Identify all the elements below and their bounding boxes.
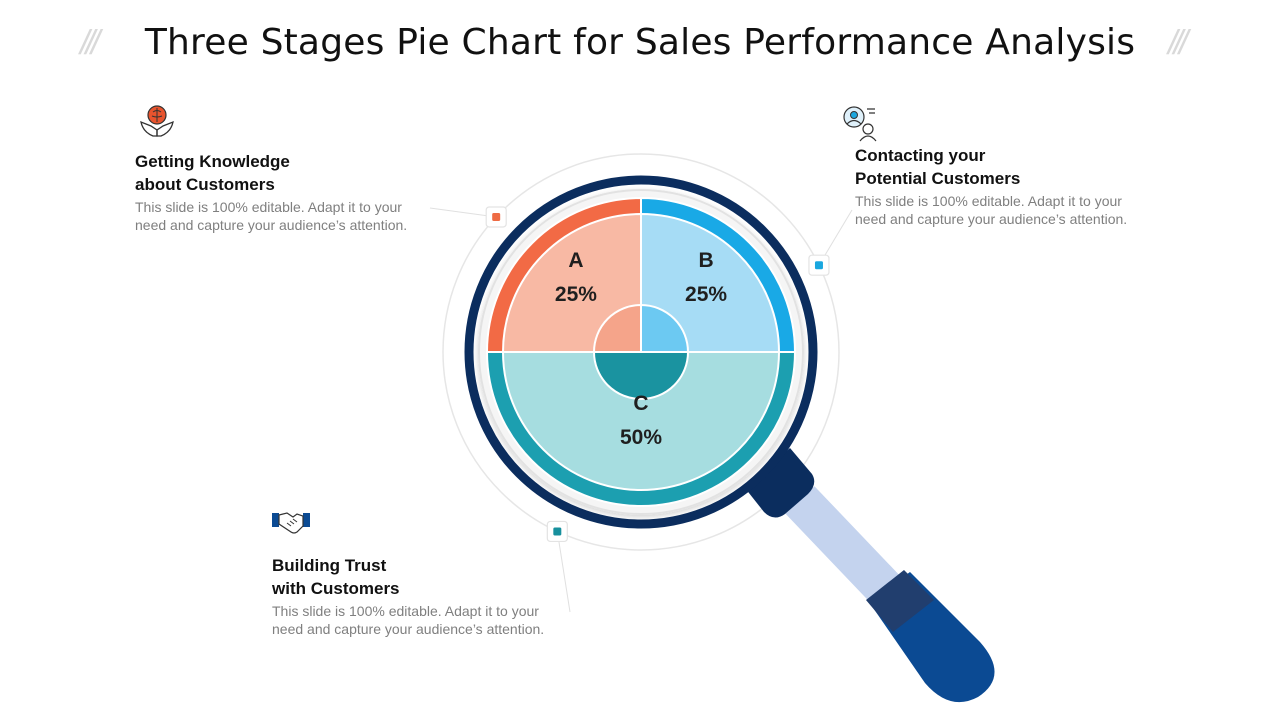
magnifier-handle: [745, 448, 995, 703]
block-a-body: This slide is 100% editable. Adapt it to…: [135, 198, 407, 234]
marker-dot-b: [814, 261, 823, 270]
block-b-heading-line2: Potential Customers: [855, 169, 1021, 188]
block-a-heading: Getting Knowledge about Customers: [135, 150, 407, 196]
pie-slice-b-center: [640, 303, 690, 353]
block-c-body-line2: need and capture your audience’s attenti…: [272, 621, 545, 637]
block-b-body-line2: need and capture your audience’s attenti…: [855, 211, 1128, 227]
block-c-body: This slide is 100% editable. Adapt it to…: [272, 602, 544, 638]
block-a-heading-line2: about Customers: [135, 175, 275, 194]
pie-label-b-letter: B: [698, 249, 713, 272]
pie-slice-a-center: [592, 303, 642, 353]
leader-line-c: [556, 531, 571, 613]
pie-labels: B 25% C 50% A 25%: [555, 249, 727, 449]
pie-label-c-value: 50%: [620, 426, 662, 449]
block-c: Building Trust with Customers This slide…: [272, 554, 544, 638]
slide-title: Three Stages Pie Chart for Sales Perform…: [144, 22, 1136, 63]
pie-label-a-letter: A: [568, 249, 583, 272]
handshake-icon: [272, 512, 310, 534]
pie-slice-b-inner: [640, 212, 781, 353]
block-b-heading-line1: Contacting your: [855, 146, 986, 165]
block-c-heading-line2: with Customers: [272, 579, 400, 598]
pie-label-a-value: 25%: [555, 283, 597, 306]
pie-slice-c-inner: [501, 351, 781, 491]
brain-in-hands-icon: [140, 105, 174, 137]
block-c-body-line1: This slide is 100% editable. Adapt it to…: [272, 603, 539, 619]
leader-line-a: [429, 207, 497, 218]
pie-label-c-letter: C: [633, 392, 648, 415]
block-a-heading-line1: Getting Knowledge: [135, 152, 290, 171]
pie-slice-c-center: [592, 351, 690, 400]
block-b: Contacting your Potential Customers This…: [855, 144, 1127, 228]
callout-markers: [429, 206, 853, 613]
block-a: Getting Knowledge about Customers This s…: [135, 150, 407, 234]
left-decor-slashes: ///: [80, 24, 100, 62]
block-a-body-line1: This slide is 100% editable. Adapt it to…: [135, 199, 402, 215]
block-b-heading: Contacting your Potential Customers: [855, 144, 1127, 190]
right-decor-slashes: ///: [1168, 24, 1188, 62]
pie-segments: [485, 196, 797, 507]
handle-neck: [745, 448, 815, 518]
outer-guide-ring: [442, 153, 840, 551]
block-b-body: This slide is 100% editable. Adapt it to…: [855, 192, 1127, 228]
customer-target-icon: [843, 106, 877, 142]
pie-slice-a-inner: [501, 212, 642, 353]
marker-dot-a: [492, 212, 501, 221]
block-c-heading-line1: Building Trust: [272, 556, 387, 575]
block-a-body-line2: need and capture your audience’s attenti…: [135, 217, 408, 233]
block-c-heading: Building Trust with Customers: [272, 554, 544, 600]
pie-label-b-value: 25%: [685, 283, 727, 306]
block-b-body-line1: This slide is 100% editable. Adapt it to…: [855, 193, 1122, 209]
marker-dot-c: [553, 527, 562, 536]
handle-grip-top: [866, 570, 934, 632]
